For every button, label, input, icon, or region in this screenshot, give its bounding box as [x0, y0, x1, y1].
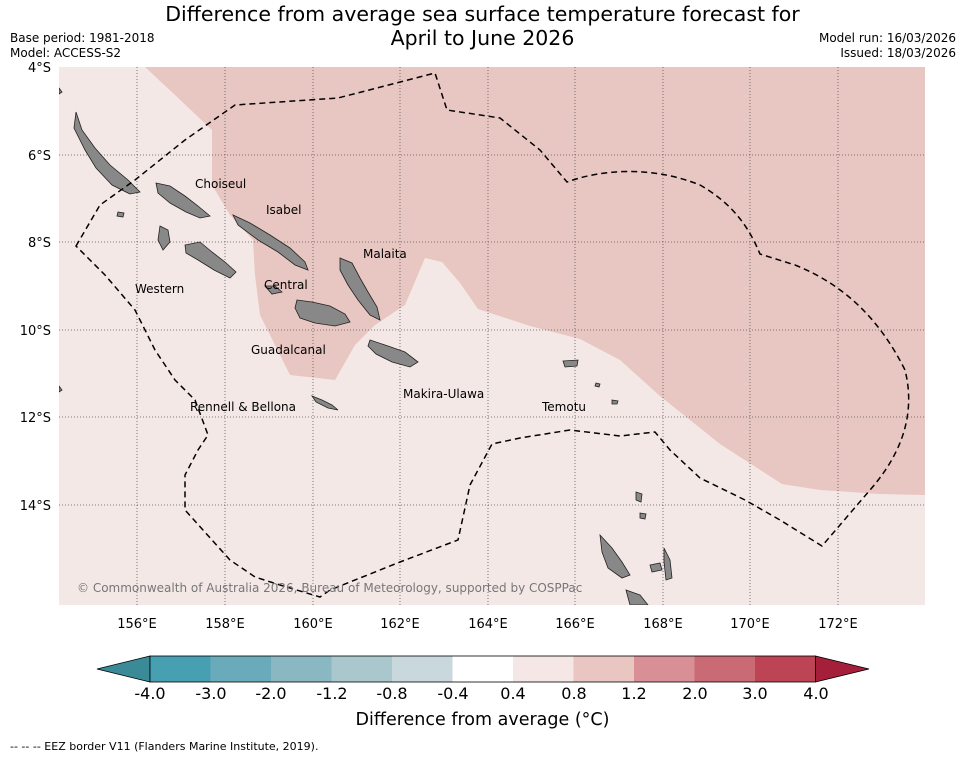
lon-label-166e: 166°E [555, 617, 595, 632]
colorbar-outline [149, 655, 816, 683]
graticule [59, 67, 925, 605]
colorbar-box [271, 656, 332, 682]
island-malaita [339, 257, 381, 321]
model-name: Model: ACCESS-S2 [10, 46, 122, 60]
island-guadalcanal [294, 299, 351, 327]
island-islet-5 [116, 211, 125, 218]
title-line-1: Difference from average sea surface temp… [165, 2, 800, 26]
copyright-text: © Commonwealth of Australia 2026, Bureau… [77, 581, 582, 595]
anomaly-warm [145, 67, 925, 495]
label-guadalcanal: Guadalcanal [251, 343, 326, 357]
lon-label-162e: 162°E [380, 617, 420, 632]
island-rennell [310, 395, 339, 411]
cb-label-neg2: -2.0 [255, 684, 287, 703]
cb-label-4: 4.0 [803, 684, 829, 703]
meta-right: Model run: 16/03/2026 Issued: 18/03/2026 [819, 31, 956, 61]
island-vella-lavella [73, 111, 141, 195]
colorbar-title: Difference from average (°C) [355, 710, 610, 730]
label-central: Central [264, 278, 308, 292]
lat-label-14s: 14°S [20, 499, 51, 514]
colorbar-box [634, 656, 695, 682]
label-rennell-bellona: Rennell & Bellona [190, 400, 296, 414]
island-islet-4 [639, 512, 647, 520]
label-malaita: Malaita [363, 247, 407, 261]
title-line-2: April to June 2026 [390, 26, 575, 50]
colorbar [96, 655, 870, 683]
island-kolombangara [157, 225, 171, 251]
colorbar-box [392, 656, 453, 682]
lon-label-164e: 164°E [468, 617, 508, 632]
base-period: Base period: 1981-2018 [10, 31, 155, 45]
model-run: Model run: 16/03/2026 [818, 31, 956, 45]
lat-label-6s: 6°S [28, 149, 51, 164]
lon-labels: 156°E 158°E 160°E 162°E 164°E 166°E 168°… [117, 617, 858, 632]
island-islet-3 [594, 382, 601, 388]
island-vanuatu-malakula [625, 589, 649, 605]
island-islet-1 [635, 491, 643, 503]
meta-left: Base period: 1981-2018 Model: ACCESS-S2 [10, 31, 155, 61]
island-florida [264, 285, 283, 295]
lon-label-160e: 160°E [293, 617, 333, 632]
colorbar-box [513, 656, 574, 682]
label-isabel: Isabel [266, 203, 301, 217]
island-makira [367, 339, 419, 368]
issued-date: Issued: 18/03/2026 [840, 46, 956, 60]
map-frame: © Commonwealth of Australia 2026, Bureau… [59, 67, 925, 605]
lon-label-168e: 168°E [643, 617, 683, 632]
cb-label-neg4: -4.0 [134, 684, 166, 703]
island-vanuatu-maewo [663, 547, 673, 581]
province-labels: Choiseul Isabel Western Malaita Central … [135, 177, 586, 414]
colorbar-box [150, 656, 211, 682]
island-santa-cruz [562, 359, 579, 368]
island-vanuatu-espiritu [599, 533, 631, 579]
eez-border [75, 72, 910, 598]
lat-labels: 4°S 6°S 8°S 10°S 12°S 14°S [20, 61, 51, 514]
lat-label-4s: 4°S [28, 61, 51, 76]
lat-label-8s: 8°S [28, 236, 51, 251]
colorbar-box [331, 656, 393, 682]
cb-label-neg0-4: -0.4 [437, 684, 469, 703]
cb-label-neg3: -3.0 [195, 684, 227, 703]
lon-label-158e: 158°E [205, 617, 245, 632]
cb-label-3: 3.0 [742, 684, 768, 703]
cb-label-1-2: 1.2 [621, 684, 647, 703]
label-choiseul: Choiseul [195, 177, 246, 191]
colorbar-extend-low [96, 655, 151, 683]
island-islet-7 [59, 385, 63, 393]
colorbar-box [694, 656, 756, 682]
colorbar-box [573, 656, 635, 682]
lat-label-12s: 12°S [20, 411, 51, 426]
cb-label-neg0-8: -0.8 [376, 684, 408, 703]
island-islet-6 [59, 87, 63, 95]
cb-label-0-8: 0.8 [561, 684, 587, 703]
label-western: Western [135, 282, 184, 296]
cb-label-0-4: 0.4 [500, 684, 526, 703]
island-vanuatu-pentecost [649, 562, 663, 573]
lon-label-170e: 170°E [730, 617, 770, 632]
cb-label-neg1-2: -1.2 [316, 684, 348, 703]
colorbar-box [210, 656, 272, 682]
island-isabel [232, 214, 309, 271]
lon-label-172e: 172°E [818, 617, 858, 632]
island-choiseul [155, 182, 211, 219]
island-islet-2 [611, 399, 619, 405]
label-makira-ulawa: Makira-Ulawa [403, 387, 484, 401]
island-new-georgia [184, 241, 237, 279]
colorbar-extend-high [815, 655, 870, 683]
label-temotu: Temotu [541, 400, 586, 414]
colorbar-box [755, 656, 816, 682]
colorbar-box [452, 656, 514, 682]
cb-label-2: 2.0 [682, 684, 708, 703]
lat-label-10s: 10°S [20, 324, 51, 339]
land [59, 87, 673, 605]
map-title: Difference from average sea surface temp… [0, 2, 965, 50]
lon-label-156e: 156°E [117, 617, 157, 632]
footnote: -- -- -- EEZ border V11 (Flanders Marine… [10, 740, 319, 753]
